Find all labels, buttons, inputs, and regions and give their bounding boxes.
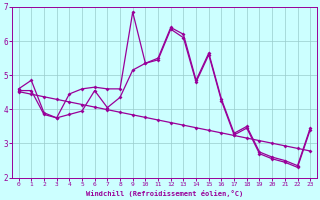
X-axis label: Windchill (Refroidissement éolien,°C): Windchill (Refroidissement éolien,°C) [86, 190, 243, 197]
